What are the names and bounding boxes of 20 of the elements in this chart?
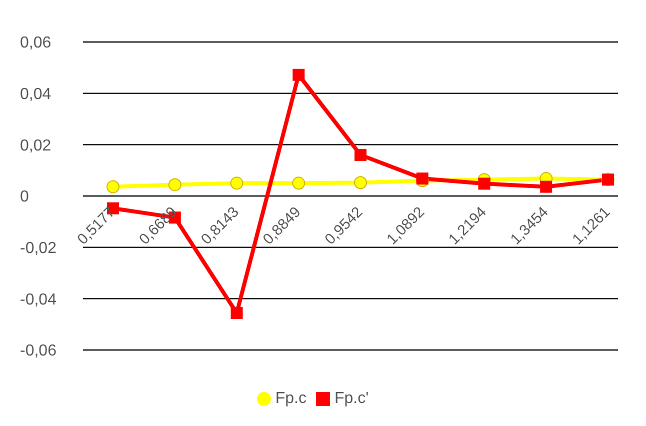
point [292,176,306,190]
point [230,176,244,190]
y-tick-label: 0 [20,188,29,206]
point [230,307,243,320]
y-tick-label: 0,06 [20,34,52,52]
point [354,148,366,161]
y-tick-label: -0,04 [20,291,57,308]
point [416,172,428,185]
point [168,178,182,192]
point [540,180,552,193]
point [106,180,120,194]
y-tick-label: -0,02 [20,240,57,258]
y-tick-label: -0,06 [20,342,57,360]
legend-label: Fp.c [275,390,306,407]
point [292,68,305,81]
y-tick-label: 0,04 [20,86,52,104]
y-tick-label: 0,02 [20,137,52,154]
point [354,176,367,190]
legend-label: Fp.c' [334,390,369,407]
point [478,178,490,190]
